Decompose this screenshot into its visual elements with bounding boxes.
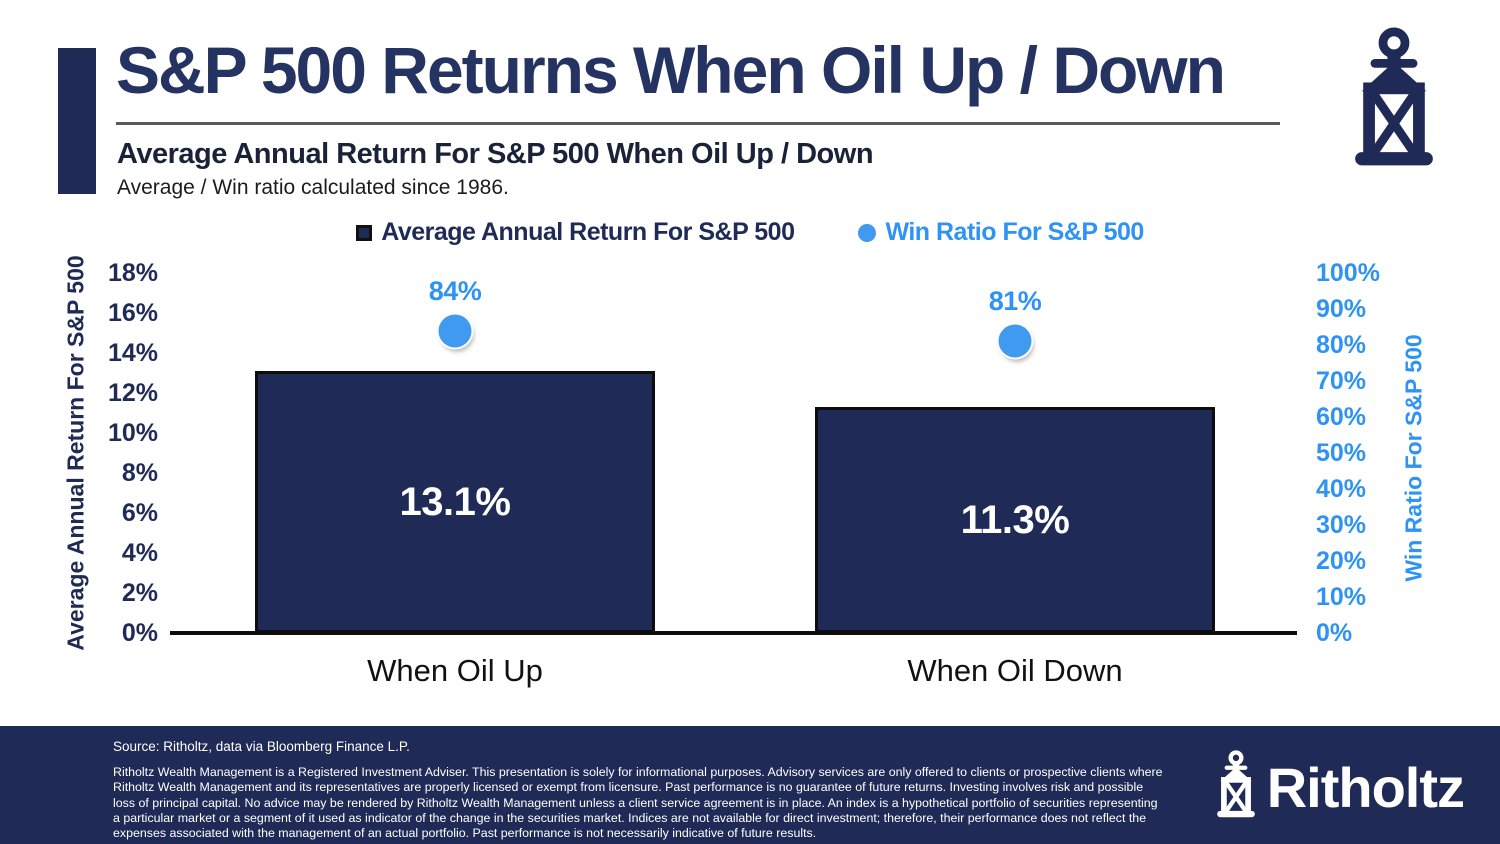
right-axis-tick: 40%: [1316, 475, 1367, 503]
left-axis-title: Average Annual Return For S&P 500: [62, 255, 89, 651]
left-axis-tick: 2%: [121, 579, 158, 607]
left-axis-tick: 14%: [107, 339, 158, 367]
right-axis-tick: 20%: [1316, 547, 1367, 575]
legend-dot-series-label: Win Ratio For S&P 500: [885, 218, 1144, 246]
left-axis-tick: 10%: [107, 419, 158, 447]
left-axis-tick: 18%: [107, 259, 158, 287]
bar-when-oil-down: 11.3%: [815, 407, 1215, 633]
win-ratio-dot: [998, 324, 1032, 358]
brand-name: Ritholtz: [1266, 755, 1465, 819]
legend-item-dot-series: Win Ratio For S&P 500: [858, 218, 1144, 247]
dot-series-swatch-icon: [858, 223, 877, 242]
left-axis-tick: 12%: [107, 379, 158, 407]
brand-lockup: Ritholtz: [1213, 750, 1465, 824]
bar-when-oil-up: 13.1%: [255, 371, 655, 633]
left-axis-tick: 4%: [121, 539, 158, 567]
footer: Source: Ritholtz, data via Bloomberg Fin…: [0, 726, 1500, 844]
page-title: S&P 500 Returns When Oil Up / Down: [116, 33, 1226, 107]
chart-note: Average / Win ratio calculated since 198…: [117, 176, 509, 199]
category-label: When Oil Down: [907, 653, 1123, 688]
left-axis-tick: 16%: [107, 299, 158, 327]
left-axis-tick: 8%: [121, 459, 158, 487]
left-axis-tick: 0%: [121, 619, 158, 647]
right-axis-tick: 0%: [1316, 619, 1353, 647]
right-axis-tick: 30%: [1316, 511, 1367, 539]
chart-subtitle: Average Annual Return For S&P 500 When O…: [117, 138, 874, 170]
right-axis-tick: 50%: [1316, 439, 1367, 467]
lantern-logo-icon: [1355, 27, 1433, 166]
right-axis-tick: 80%: [1316, 331, 1367, 359]
category-label: When Oil Up: [367, 653, 543, 688]
bar-series-swatch-icon: [356, 224, 373, 241]
legend-item-bar-series: Average Annual Return For S&P 500: [356, 218, 795, 247]
win-ratio-value-label: 81%: [988, 286, 1042, 317]
source-text: Source: Ritholtz, data via Bloomberg Fin…: [113, 739, 410, 754]
legend-bar-series-label: Average Annual Return For S&P 500: [381, 218, 795, 246]
bar-value-label: 13.1%: [399, 479, 511, 524]
chart-legend: Average Annual Return For S&P 500 Win Ra…: [0, 218, 1500, 247]
right-axis-tick: 100%: [1316, 259, 1380, 287]
right-axis-tick: 60%: [1316, 403, 1367, 431]
right-axis-tick: 70%: [1316, 367, 1367, 395]
disclaimer-text: Ritholtz Wealth Management is a Register…: [113, 765, 1163, 841]
left-axis-tick: 6%: [121, 499, 158, 527]
right-axis-tick: 90%: [1316, 295, 1367, 323]
win-ratio-value-label: 84%: [428, 275, 482, 306]
lantern-logo-icon: [1216, 750, 1255, 818]
win-ratio-dot: [438, 314, 472, 348]
right-axis-tick: 10%: [1316, 583, 1367, 611]
title-accent-bar: [58, 48, 96, 194]
title-divider: [116, 122, 1280, 125]
bar-value-label: 11.3%: [960, 497, 1070, 542]
x-axis-line: [170, 631, 1297, 635]
